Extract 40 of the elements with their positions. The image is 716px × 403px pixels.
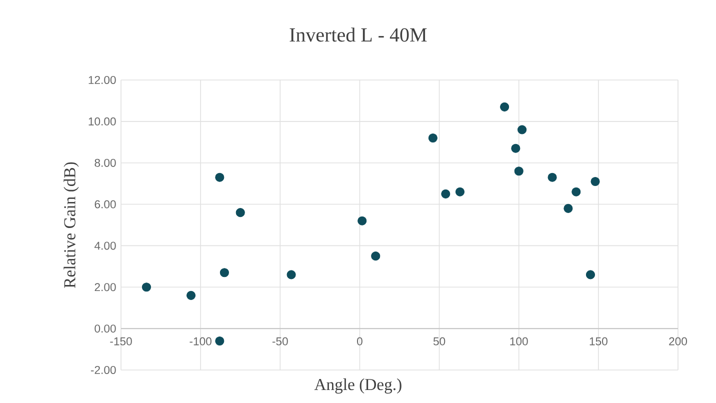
- point: [215, 336, 224, 346]
- y-tick-label: 2.00: [94, 283, 116, 292]
- x-tick-label: 0: [357, 337, 362, 346]
- point: [511, 144, 520, 153]
- point: [428, 133, 438, 143]
- point: [236, 208, 245, 218]
- y-axis-title: Relative Gain (dB): [64, 162, 79, 288]
- y-tick-label: 10.00: [88, 117, 116, 126]
- x-tick-label: -50: [272, 337, 288, 346]
- point: [142, 282, 151, 292]
- x-tick-label: 200: [669, 337, 688, 346]
- x-tick-label: 100: [510, 337, 528, 346]
- point: [286, 270, 296, 280]
- point: [590, 176, 600, 186]
- point: [586, 270, 596, 280]
- y-tick-label: 4.00: [94, 242, 116, 250]
- y-tick-label: -2.00: [90, 366, 116, 374]
- point: [358, 216, 367, 226]
- y-tick-label: 0.00: [94, 324, 116, 333]
- point: [441, 189, 450, 198]
- x-axis-title: Angle (Deg.): [314, 378, 402, 394]
- x-tick-label: 150: [590, 337, 608, 346]
- point: [220, 268, 229, 278]
- y-tick-label: 6.00: [94, 200, 116, 208]
- point: [514, 166, 524, 176]
- point: [548, 172, 557, 182]
- x-tick-label: 50: [433, 337, 446, 346]
- point: [215, 172, 224, 182]
- point: [572, 187, 581, 196]
- chart-title: Inverted L - 40M: [290, 28, 427, 42]
- point: [371, 252, 380, 261]
- point: [500, 102, 510, 112]
- y-tick-label: 12.00: [88, 76, 116, 84]
- point: [455, 187, 465, 196]
- point: [186, 290, 196, 300]
- y-tick-label: 8.00: [94, 158, 116, 167]
- point: [564, 204, 573, 213]
- x-tick-label: -150: [110, 337, 132, 346]
- x-tick-label: -100: [190, 337, 212, 346]
- point: [518, 125, 527, 134]
